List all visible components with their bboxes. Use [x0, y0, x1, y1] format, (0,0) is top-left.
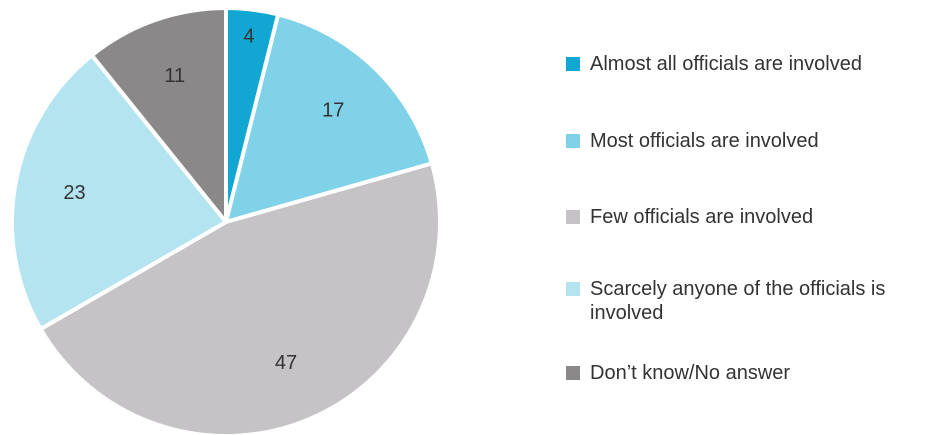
legend-swatch: [566, 366, 580, 380]
legend-item: Don’t know/No answer: [566, 361, 930, 385]
data-label: 23: [63, 182, 85, 204]
legend-label: Most officials are involved: [590, 130, 819, 152]
data-label: 47: [275, 352, 297, 374]
legend-label: Few officials are involved: [590, 206, 814, 228]
legend-swatch: [566, 57, 580, 71]
legend-label: Scarcely anyone of the officials is invo…: [590, 278, 886, 324]
pie-slice: [224, 12, 434, 224]
legend-item: Almost all officials are involved: [566, 52, 930, 76]
data-label: 17: [322, 100, 344, 122]
legend-item: Most officials are involved: [566, 129, 930, 153]
legend-swatch: [566, 210, 580, 224]
legend-label: Don’t know/No answer: [590, 362, 791, 384]
legend-swatch: [566, 134, 580, 148]
legend: Almost all officials are involved Most of…: [566, 0, 926, 435]
pie-slice: [38, 161, 442, 435]
legend-item: Few officials are involved: [566, 205, 930, 229]
pie-slice: [10, 53, 228, 331]
legend-label: Almost all officials are involved: [590, 53, 862, 75]
legend-item: Scarcely anyone of the officials is invo…: [566, 277, 930, 325]
data-label: 11: [164, 65, 185, 87]
legend-swatch: [566, 282, 580, 296]
data-label: 4: [243, 26, 254, 48]
chart: 4 17 47 23 11: [10, 6, 442, 435]
pie-slice: [89, 6, 228, 224]
